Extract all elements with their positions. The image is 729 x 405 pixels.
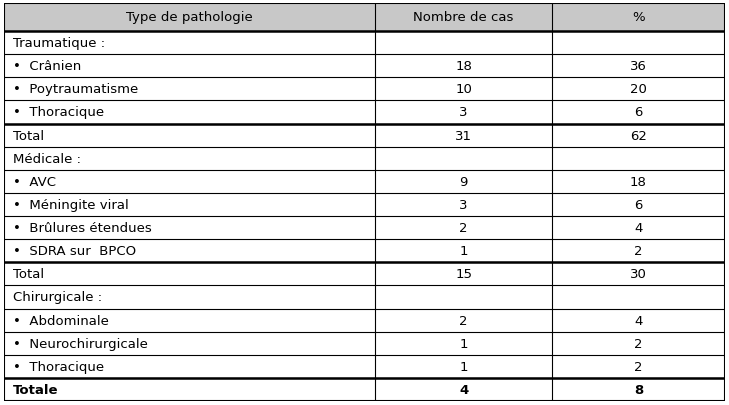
Text: Chirurgicale :: Chirurgicale : (12, 291, 102, 304)
Bar (4, 101, 725, 124)
Text: 18: 18 (455, 60, 472, 73)
Text: •  AVC: • AVC (12, 175, 55, 188)
Bar (4, 78, 725, 101)
Text: 30: 30 (630, 268, 647, 281)
Text: 4: 4 (634, 314, 643, 327)
Text: 4: 4 (459, 383, 468, 396)
Bar (4, 171, 725, 194)
Text: •  Brûlures étendues: • Brûlures étendues (12, 222, 152, 234)
Text: •  Abdominale: • Abdominale (12, 314, 109, 327)
Text: •  Neurochirurgicale: • Neurochirurgicale (12, 337, 147, 350)
Bar (4, 332, 725, 355)
Text: 36: 36 (630, 60, 647, 73)
Text: Total: Total (12, 268, 44, 281)
Text: 20: 20 (630, 83, 647, 96)
Text: Nombre de cas: Nombre de cas (413, 11, 514, 24)
Text: 6: 6 (634, 106, 643, 119)
Bar (4, 124, 725, 147)
Text: Médicale :: Médicale : (12, 152, 81, 165)
Bar (4, 286, 725, 309)
Bar (4, 378, 725, 401)
Text: 3: 3 (459, 198, 468, 211)
Text: •  Poytraumatisme: • Poytraumatisme (12, 83, 138, 96)
Bar (4, 309, 725, 332)
Text: %: % (632, 11, 644, 24)
Text: 62: 62 (630, 129, 647, 142)
Text: 6: 6 (634, 198, 643, 211)
Text: 1: 1 (459, 245, 468, 258)
Text: 2: 2 (634, 360, 643, 373)
Text: Type de pathologie: Type de pathologie (126, 11, 253, 24)
Text: 2: 2 (459, 314, 468, 327)
Bar (4, 355, 725, 378)
Bar (4, 55, 725, 78)
Text: •  Thoracique: • Thoracique (12, 106, 104, 119)
Text: 10: 10 (455, 83, 472, 96)
Text: 3: 3 (459, 106, 468, 119)
Text: Traumatique :: Traumatique : (12, 37, 105, 50)
Text: •  SDRA sur  BPCO: • SDRA sur BPCO (12, 245, 136, 258)
Bar (4, 194, 725, 216)
Text: Total: Total (12, 129, 44, 142)
Text: •  Crânien: • Crânien (12, 60, 81, 73)
Text: 1: 1 (459, 337, 468, 350)
Bar (4, 216, 725, 239)
Bar (4, 4, 725, 32)
Text: 1: 1 (459, 360, 468, 373)
Text: 15: 15 (455, 268, 472, 281)
Text: 8: 8 (634, 383, 643, 396)
Text: Totale: Totale (12, 383, 58, 396)
Bar (4, 147, 725, 171)
Text: 2: 2 (459, 222, 468, 234)
Text: 4: 4 (634, 222, 643, 234)
Text: •  Thoracique: • Thoracique (12, 360, 104, 373)
Bar (4, 239, 725, 262)
Text: •  Méningite viral: • Méningite viral (12, 198, 128, 211)
Text: 31: 31 (455, 129, 472, 142)
Text: 2: 2 (634, 245, 643, 258)
Text: 18: 18 (630, 175, 647, 188)
Bar (4, 262, 725, 286)
Bar (4, 32, 725, 55)
Text: 9: 9 (459, 175, 468, 188)
Text: 2: 2 (634, 337, 643, 350)
